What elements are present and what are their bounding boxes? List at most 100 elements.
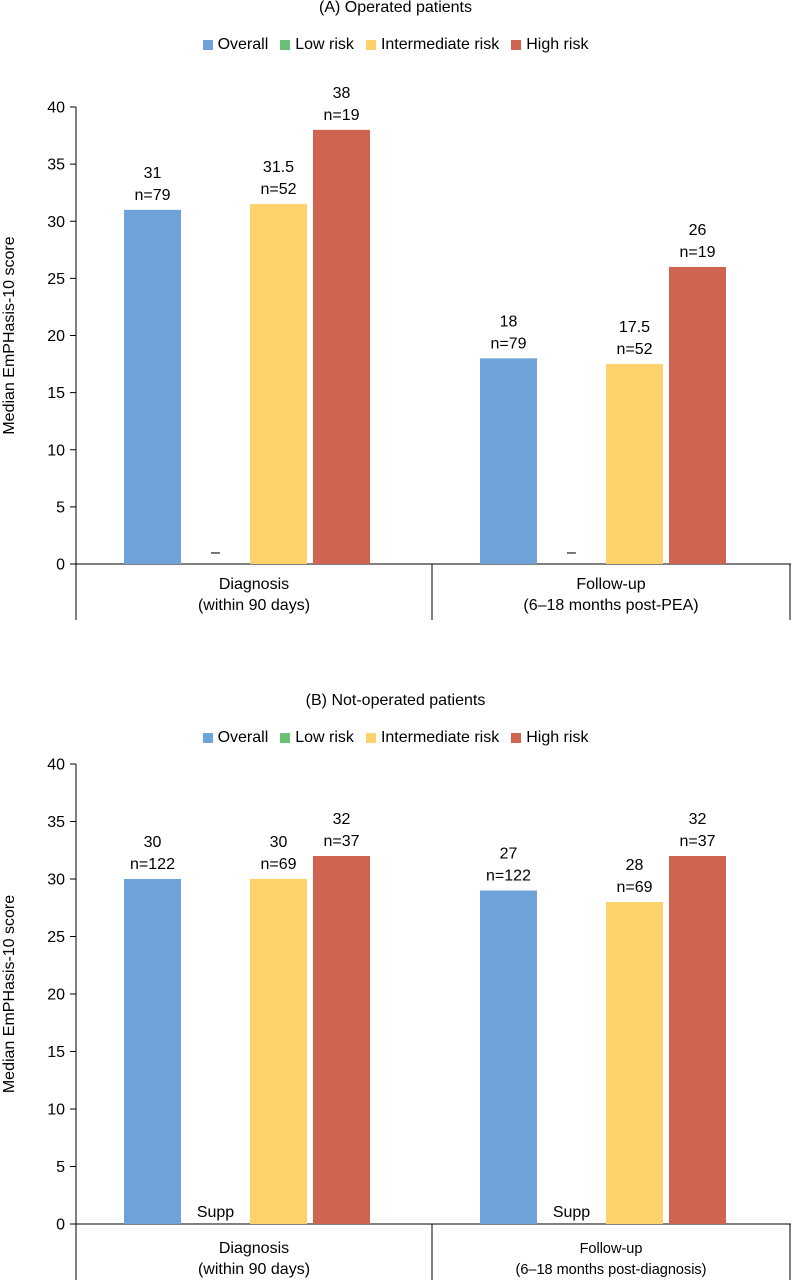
y-tick-label: 20 xyxy=(47,987,65,1004)
x-category-label: Diagnosis xyxy=(219,1240,289,1257)
bar-value-label: 38 xyxy=(333,85,351,102)
y-tick-label: 25 xyxy=(47,271,65,288)
legend-swatch xyxy=(511,40,522,50)
bar-n-label: n=79 xyxy=(490,335,526,352)
chart-title: (B) Not-operated patients xyxy=(305,692,486,709)
bar-n-label: n=52 xyxy=(260,181,296,198)
bar xyxy=(250,879,307,1224)
bar-n-label: n=69 xyxy=(260,856,296,873)
chart-legend: Overall Low risk Intermediate risk High … xyxy=(0,729,791,747)
y-tick-label: 15 xyxy=(47,1044,65,1061)
y-axis-label: Median EmPHasis-10 score xyxy=(1,236,18,434)
bar xyxy=(313,856,370,1224)
legend-label: High risk xyxy=(526,36,589,53)
bar xyxy=(124,209,181,564)
chart-panel-a: (A) Operated patients Overall Low risk I… xyxy=(0,0,791,620)
legend-item-low-risk: Low risk xyxy=(280,729,354,747)
legend-swatch xyxy=(280,733,291,743)
y-tick-label: 10 xyxy=(47,1102,65,1119)
y-tick-label: 30 xyxy=(47,214,65,231)
bar-value-label: 30 xyxy=(144,834,162,851)
legend-swatch xyxy=(280,40,291,50)
bar-n-label: n=79 xyxy=(134,187,170,204)
legend-swatch xyxy=(202,733,213,743)
bar-value-label: 28 xyxy=(626,857,644,874)
legend-item-overall: Overall xyxy=(202,729,269,747)
bar-value-label: 30 xyxy=(270,834,288,851)
bar xyxy=(313,129,370,564)
bar xyxy=(669,266,726,564)
bar-n-label: n=69 xyxy=(616,879,652,896)
y-tick-label: 30 xyxy=(47,872,65,889)
bar-value-label: 31 xyxy=(144,165,162,182)
y-tick-label: 0 xyxy=(56,1217,65,1234)
bar-chart-a: 0 5 10 15 20 25 30 35 40 Median EmPHasis-10 score… xyxy=(1,85,791,620)
bar-missing-label: Supp xyxy=(197,1204,234,1221)
legend-label: High risk xyxy=(526,729,589,746)
bar xyxy=(250,204,307,565)
x-category-label: (6–18 months post-diagnosis) xyxy=(515,1262,706,1278)
y-tick-label: 15 xyxy=(47,385,65,402)
chart-title: (A) Operated patients xyxy=(319,0,472,16)
y-tick-label: 5 xyxy=(56,499,65,516)
legend-item-intermediate-risk: Intermediate risk xyxy=(365,36,500,54)
bar-missing-label: – xyxy=(211,544,220,561)
legend-item-low-risk: Low risk xyxy=(280,36,354,54)
bar-n-label: n=19 xyxy=(679,244,715,261)
bar xyxy=(480,890,537,1224)
legend-item-overall: Overall xyxy=(202,36,269,54)
bar-missing-label: Supp xyxy=(553,1204,590,1221)
y-tick-label: 40 xyxy=(47,757,65,774)
legend-item-high-risk: High risk xyxy=(511,36,588,54)
y-tick-label: 5 xyxy=(56,1159,65,1176)
bar-n-label: n=122 xyxy=(486,868,531,885)
x-category-label: Follow-up xyxy=(576,576,645,593)
legend-swatch xyxy=(365,40,376,50)
bar xyxy=(606,364,663,564)
bar-n-label: n=52 xyxy=(616,341,652,358)
bar-missing-label: – xyxy=(567,544,576,561)
bar xyxy=(669,856,726,1224)
bar-value-label: 32 xyxy=(333,811,351,828)
x-category-label: (within 90 days) xyxy=(198,597,310,614)
legend-label: Intermediate risk xyxy=(380,36,500,53)
y-tick-label: 20 xyxy=(47,328,65,345)
bar-n-label: n=122 xyxy=(130,856,175,873)
legend-item-intermediate-risk: Intermediate risk xyxy=(365,729,500,747)
bar-n-label: n=37 xyxy=(679,833,715,850)
legend-swatch xyxy=(365,733,376,743)
legend-item-high-risk: High risk xyxy=(511,729,588,747)
bar-value-label: 27 xyxy=(500,846,518,863)
bar-n-label: n=19 xyxy=(323,107,359,124)
y-tick-label: 0 xyxy=(56,557,65,574)
y-axis-label: Median EmPHasis-10 score xyxy=(1,895,18,1093)
x-category-label: (within 90 days) xyxy=(198,1261,310,1278)
legend-label: Low risk xyxy=(295,729,354,746)
legend-label: Overall xyxy=(217,36,269,53)
bar-n-label: n=37 xyxy=(323,833,359,850)
bar xyxy=(124,879,181,1224)
y-tick-label: 35 xyxy=(47,157,65,174)
x-category-label: Diagnosis xyxy=(219,576,289,593)
bar-value-label: 18 xyxy=(500,313,518,330)
bar xyxy=(480,358,537,564)
bar-value-label: 31.5 xyxy=(263,159,294,176)
y-tick-label: 25 xyxy=(47,929,65,946)
legend-label: Intermediate risk xyxy=(380,729,500,746)
x-category-label: (6–18 months post-PEA) xyxy=(523,597,698,614)
bar xyxy=(606,902,663,1224)
y-tick-label: 40 xyxy=(47,100,65,117)
legend-label: Low risk xyxy=(295,36,354,53)
x-category-label: Follow-up xyxy=(580,1241,643,1257)
chart-legend: Overall Low risk Intermediate risk High … xyxy=(0,36,791,54)
legend-swatch xyxy=(511,733,522,743)
bar-value-label: 32 xyxy=(689,811,707,828)
legend-swatch xyxy=(202,40,213,50)
legend-label: Overall xyxy=(217,729,269,746)
bar-value-label: 26 xyxy=(689,222,707,239)
y-tick-label: 35 xyxy=(47,814,65,831)
bar-value-label: 17.5 xyxy=(619,319,650,336)
y-tick-label: 10 xyxy=(47,442,65,459)
